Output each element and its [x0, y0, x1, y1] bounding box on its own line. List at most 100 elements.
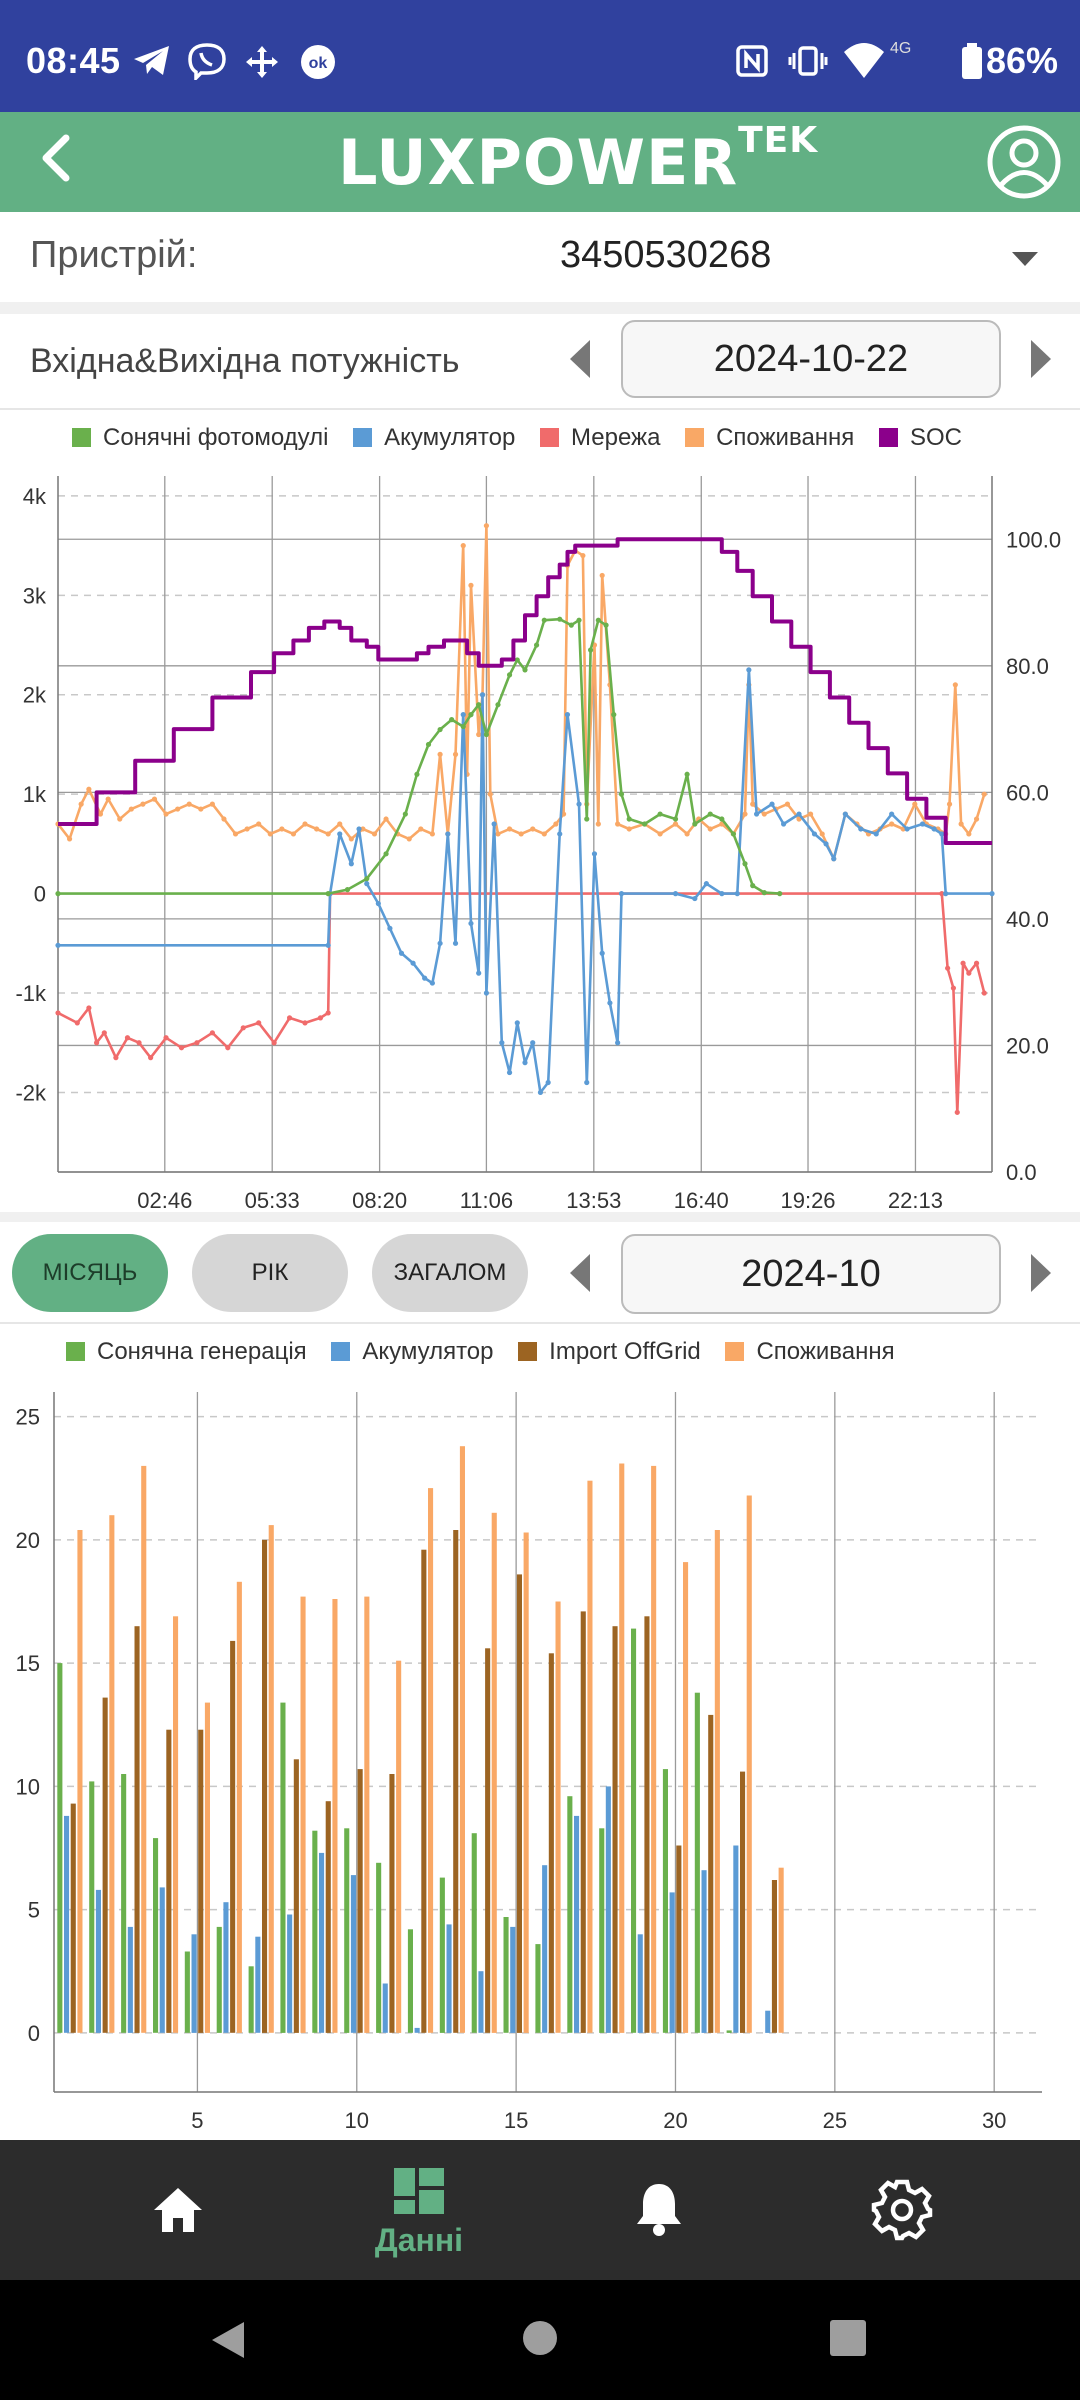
bar-consumption — [396, 1660, 402, 2033]
data-point — [506, 1069, 513, 1076]
bar-consumption — [714, 1530, 720, 2033]
data-point — [945, 965, 951, 971]
data-point — [672, 816, 679, 822]
bar-battery — [382, 1983, 388, 2033]
device-selector[interactable]: Пристрій: 3450530268 — [0, 212, 1080, 302]
data-point — [939, 891, 945, 897]
data-point — [360, 826, 366, 832]
back-arrow-icon[interactable] — [30, 128, 90, 188]
data-point — [460, 712, 466, 718]
data-point — [564, 712, 571, 718]
x-tick-label: 08:20 — [352, 1188, 407, 1213]
data-point — [256, 821, 262, 827]
bar-battery — [255, 1936, 261, 2033]
svg-text:ok: ok — [309, 55, 328, 72]
bar-battery — [669, 1892, 675, 2033]
settings-gear-icon[interactable] — [870, 2178, 934, 2242]
bar-import-offgrid — [230, 1640, 236, 2033]
y-right-tick-label: 0.0 — [1006, 1160, 1037, 1185]
bar-consumption — [236, 1581, 242, 2033]
data-point — [348, 836, 354, 842]
date-picker[interactable]: 2024-10-22 — [621, 320, 1001, 398]
period-picker[interactable]: 2024-10 — [621, 1234, 1001, 1314]
viber-icon — [188, 43, 226, 80]
data-point — [595, 821, 601, 827]
bar-consumption — [300, 1596, 306, 2033]
data-point — [599, 572, 605, 579]
data-point — [719, 891, 725, 897]
data-point — [429, 980, 435, 986]
system-recents-icon[interactable] — [828, 2318, 868, 2358]
data-point — [591, 851, 598, 857]
series-line-grid — [57, 892, 986, 1114]
data-point — [175, 806, 181, 812]
app-logo: LUXPOWERTEK — [338, 120, 819, 199]
bar-solar-generation — [726, 2030, 732, 2033]
x-tick-label: 11:06 — [460, 1188, 513, 1213]
data-point — [483, 990, 490, 996]
data-point — [981, 791, 987, 797]
prev-date-icon[interactable] — [570, 340, 590, 378]
data-point — [823, 841, 829, 847]
bar-import-offgrid — [102, 1697, 108, 2033]
data-dashboard-icon[interactable] — [392, 2166, 446, 2216]
system-back-icon[interactable] — [206, 2318, 250, 2362]
device-serial[interactable]: 3450530268 — [560, 234, 772, 276]
x-tick-label: 30 — [982, 2108, 1006, 2133]
bar-solar-generation — [439, 1877, 445, 2033]
data-point — [437, 751, 443, 757]
y-tick-label: 0 — [28, 2021, 40, 2046]
bar-consumption — [523, 1532, 529, 2033]
bar-consumption — [459, 1446, 465, 2033]
tab-year[interactable]: РІК — [192, 1234, 348, 1312]
x-tick-label: 16:40 — [674, 1188, 729, 1213]
data-point — [808, 811, 814, 817]
data-point — [383, 851, 389, 857]
y-tick-label: 0 — [34, 882, 46, 907]
bar-battery — [319, 1852, 325, 2033]
data-point — [422, 975, 428, 981]
bar-consumption — [428, 1488, 434, 2033]
data-point — [468, 582, 474, 588]
system-home-icon[interactable] — [520, 2318, 560, 2358]
y-tick-label: 25 — [16, 1405, 40, 1430]
legend-item-consumption: Споживання — [685, 424, 854, 452]
move-icon — [246, 46, 278, 78]
y-tick-label: 4k — [23, 484, 47, 509]
next-period-icon[interactable] — [1031, 1254, 1051, 1292]
data-point — [584, 1079, 590, 1086]
series-line-solar — [58, 617, 780, 895]
nav-data-label[interactable]: Данні — [374, 2222, 464, 2258]
notification-bell-icon[interactable] — [634, 2180, 684, 2238]
next-date-icon[interactable] — [1031, 340, 1051, 378]
bar-battery — [414, 2027, 420, 2033]
bar-consumption — [683, 1562, 689, 2033]
prev-period-icon[interactable] — [570, 1254, 590, 1292]
data-point — [707, 826, 713, 832]
data-point — [151, 796, 158, 802]
data-point — [325, 831, 331, 837]
tab-month[interactable]: МІСЯЦЬ — [12, 1234, 168, 1312]
y-tick-label: 15 — [16, 1651, 40, 1676]
data-point — [406, 836, 412, 842]
data-point — [140, 801, 146, 807]
data-point — [468, 920, 474, 927]
data-point — [209, 1030, 215, 1036]
data-point — [584, 816, 590, 822]
data-point — [232, 831, 239, 837]
y-right-tick-label: 60.0 — [1006, 780, 1049, 805]
data-point — [541, 831, 547, 837]
data-point — [163, 811, 169, 817]
data-point — [761, 890, 767, 896]
data-point — [113, 1055, 119, 1061]
bar-consumption — [778, 1867, 784, 2033]
data-point — [981, 990, 987, 996]
data-point — [221, 816, 227, 822]
divider — [0, 408, 1080, 410]
dropdown-arrow-icon[interactable] — [1012, 252, 1038, 266]
data-point — [703, 881, 709, 887]
tab-total[interactable]: ЗАГАЛОМ — [372, 1234, 528, 1312]
home-icon[interactable] — [150, 2182, 206, 2238]
data-point — [684, 831, 690, 837]
user-profile-icon[interactable] — [986, 124, 1062, 200]
